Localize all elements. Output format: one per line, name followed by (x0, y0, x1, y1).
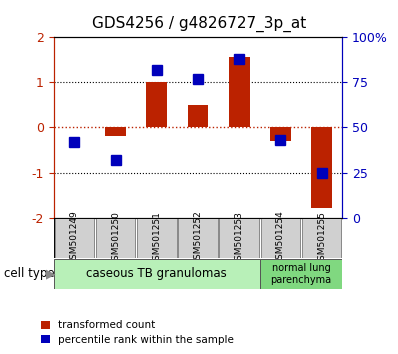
Bar (219, 218, 259, 258)
Bar (96, 218, 135, 258)
Bar (270, 127, 291, 141)
Text: GSM501253: GSM501253 (235, 211, 244, 266)
Text: GSM501255: GSM501255 (317, 211, 326, 266)
Bar (178, 218, 218, 258)
Text: normal lung
parenchyma: normal lung parenchyma (271, 263, 332, 285)
Text: cell type: cell type (4, 268, 55, 280)
Bar (229, 57, 250, 127)
Text: GSM501254: GSM501254 (276, 211, 285, 266)
Text: GSM501252: GSM501252 (193, 211, 203, 266)
Text: ▶: ▶ (46, 268, 56, 280)
Legend: transformed count, percentile rank within the sample: transformed count, percentile rank withi… (37, 316, 238, 349)
Text: GSM501250: GSM501250 (111, 211, 120, 266)
Bar (261, 218, 300, 258)
Bar (54, 259, 260, 289)
Bar (146, 82, 167, 127)
Bar (137, 218, 177, 258)
Bar (55, 218, 94, 258)
Text: GDS4256 / g4826727_3p_at: GDS4256 / g4826727_3p_at (92, 16, 306, 32)
Text: GSM501249: GSM501249 (70, 211, 79, 266)
Bar (311, 127, 332, 208)
Bar (302, 218, 341, 258)
Text: GSM501251: GSM501251 (152, 211, 161, 266)
Bar (260, 259, 342, 289)
Text: caseous TB granulomas: caseous TB granulomas (86, 268, 227, 280)
Bar (188, 105, 208, 127)
Bar (105, 127, 126, 136)
